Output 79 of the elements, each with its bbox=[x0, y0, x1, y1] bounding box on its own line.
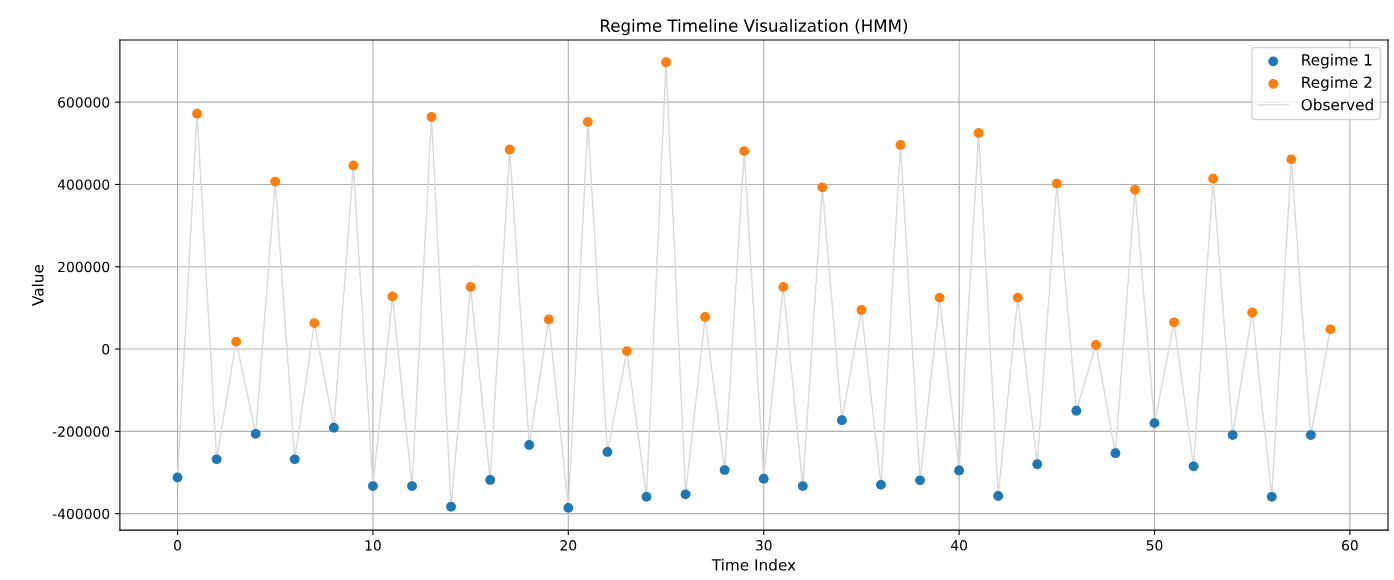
point bbox=[680, 489, 691, 500]
point bbox=[758, 473, 769, 484]
x-tick-label: 60 bbox=[1342, 540, 1358, 551]
point bbox=[192, 108, 202, 119]
point bbox=[836, 415, 847, 426]
x-tick-label: 10 bbox=[365, 540, 381, 551]
point bbox=[1090, 340, 1101, 350]
point bbox=[993, 491, 1004, 501]
y-tick-label: -200000 bbox=[52, 426, 110, 437]
point bbox=[465, 282, 476, 292]
point bbox=[582, 117, 593, 127]
y-tick-label: 200000 bbox=[58, 261, 110, 273]
y-tick-label: -400000 bbox=[52, 508, 110, 520]
point bbox=[954, 465, 965, 476]
point bbox=[1227, 430, 1238, 440]
point bbox=[895, 140, 906, 150]
point bbox=[1305, 430, 1316, 440]
chart-title: Regime Timeline Visualization (HMM) bbox=[601, 19, 908, 36]
point bbox=[446, 501, 456, 512]
point bbox=[485, 475, 496, 485]
point bbox=[270, 176, 281, 187]
point bbox=[1286, 154, 1297, 165]
point bbox=[504, 144, 515, 155]
point bbox=[1208, 173, 1219, 184]
point bbox=[1130, 184, 1140, 195]
x-tick-label: 40 bbox=[950, 540, 968, 551]
point bbox=[876, 479, 886, 490]
point bbox=[778, 282, 789, 292]
x-tick-label: 0 bbox=[174, 540, 182, 551]
point bbox=[856, 305, 867, 315]
point bbox=[915, 475, 925, 486]
point bbox=[1110, 448, 1121, 459]
point bbox=[1266, 491, 1277, 502]
y-tick-label: 600000 bbox=[58, 97, 110, 108]
legend-label: Observed bbox=[1301, 98, 1373, 111]
point bbox=[387, 291, 398, 302]
point bbox=[739, 146, 750, 157]
point bbox=[641, 491, 652, 502]
point bbox=[563, 502, 574, 513]
point bbox=[934, 292, 945, 303]
point bbox=[211, 454, 222, 465]
x-axis-title: Time Index bbox=[711, 558, 796, 571]
y-axis-title: Value bbox=[31, 264, 44, 306]
point bbox=[700, 312, 711, 322]
point bbox=[407, 481, 417, 491]
point bbox=[1247, 307, 1258, 318]
point bbox=[231, 336, 242, 347]
point bbox=[719, 465, 730, 475]
x-tick-label: 50 bbox=[1146, 540, 1163, 551]
point bbox=[661, 57, 671, 68]
point bbox=[1188, 461, 1199, 472]
point bbox=[622, 346, 632, 357]
point bbox=[973, 128, 984, 138]
point bbox=[543, 314, 554, 325]
point bbox=[1325, 324, 1336, 335]
point bbox=[797, 481, 808, 491]
point bbox=[1071, 405, 1082, 416]
point bbox=[328, 422, 339, 433]
point bbox=[348, 160, 359, 171]
legend-label: Regime 1 bbox=[1302, 53, 1372, 69]
y-tick-label: 400000 bbox=[57, 179, 110, 190]
point bbox=[250, 428, 261, 439]
point bbox=[172, 472, 183, 483]
point bbox=[368, 481, 378, 491]
point bbox=[817, 182, 828, 193]
x-tick-label: 30 bbox=[755, 540, 772, 551]
point bbox=[524, 440, 535, 450]
point bbox=[1169, 317, 1179, 328]
point bbox=[602, 447, 613, 457]
point bbox=[309, 318, 320, 329]
point bbox=[289, 454, 300, 465]
point bbox=[1012, 292, 1023, 303]
point bbox=[1149, 418, 1160, 429]
point bbox=[426, 112, 437, 122]
x-tick-label: 20 bbox=[560, 540, 577, 551]
y-tick-label: 0 bbox=[102, 344, 110, 355]
point bbox=[1051, 178, 1062, 189]
point bbox=[1032, 459, 1043, 470]
legend-label: Regime 2 bbox=[1302, 76, 1372, 91]
